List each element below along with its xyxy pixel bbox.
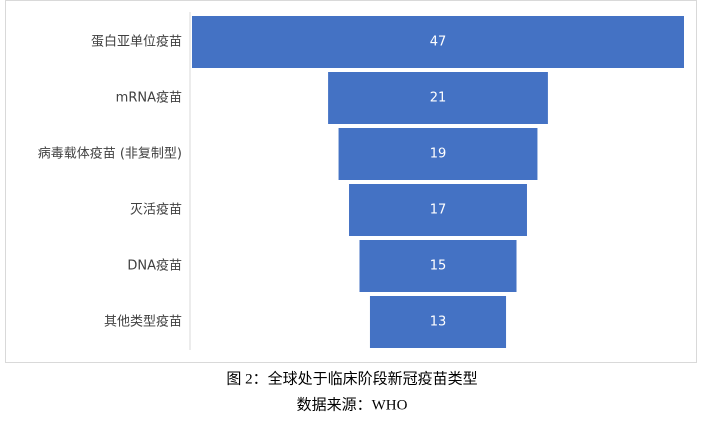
source: 数据来源：WHO — [297, 396, 408, 413]
bar — [369, 296, 507, 348]
category-label: 蛋白亚单位疫苗 — [91, 34, 182, 50]
bar — [192, 16, 684, 68]
data-label: 19 — [430, 147, 447, 162]
bar — [359, 240, 517, 292]
category-label: 灭活疫苗 — [130, 202, 182, 218]
data-label: 15 — [430, 259, 447, 274]
category-label: 病毒载体疫苗 (非复制型) — [38, 146, 182, 162]
data-label: 13 — [430, 315, 447, 330]
data-label: 17 — [430, 203, 447, 218]
bar — [349, 184, 527, 236]
category-label: mRNA疫苗 — [116, 90, 182, 106]
bar — [338, 128, 538, 180]
bar — [328, 72, 548, 124]
data-label: 21 — [430, 91, 447, 106]
data-label: 47 — [430, 35, 447, 50]
category-label: 其他类型疫苗 — [104, 314, 182, 330]
caption: 图 2：全球处于临床阶段新冠疫苗类型 — [226, 369, 477, 387]
category-label: DNA疫苗 — [127, 258, 182, 274]
